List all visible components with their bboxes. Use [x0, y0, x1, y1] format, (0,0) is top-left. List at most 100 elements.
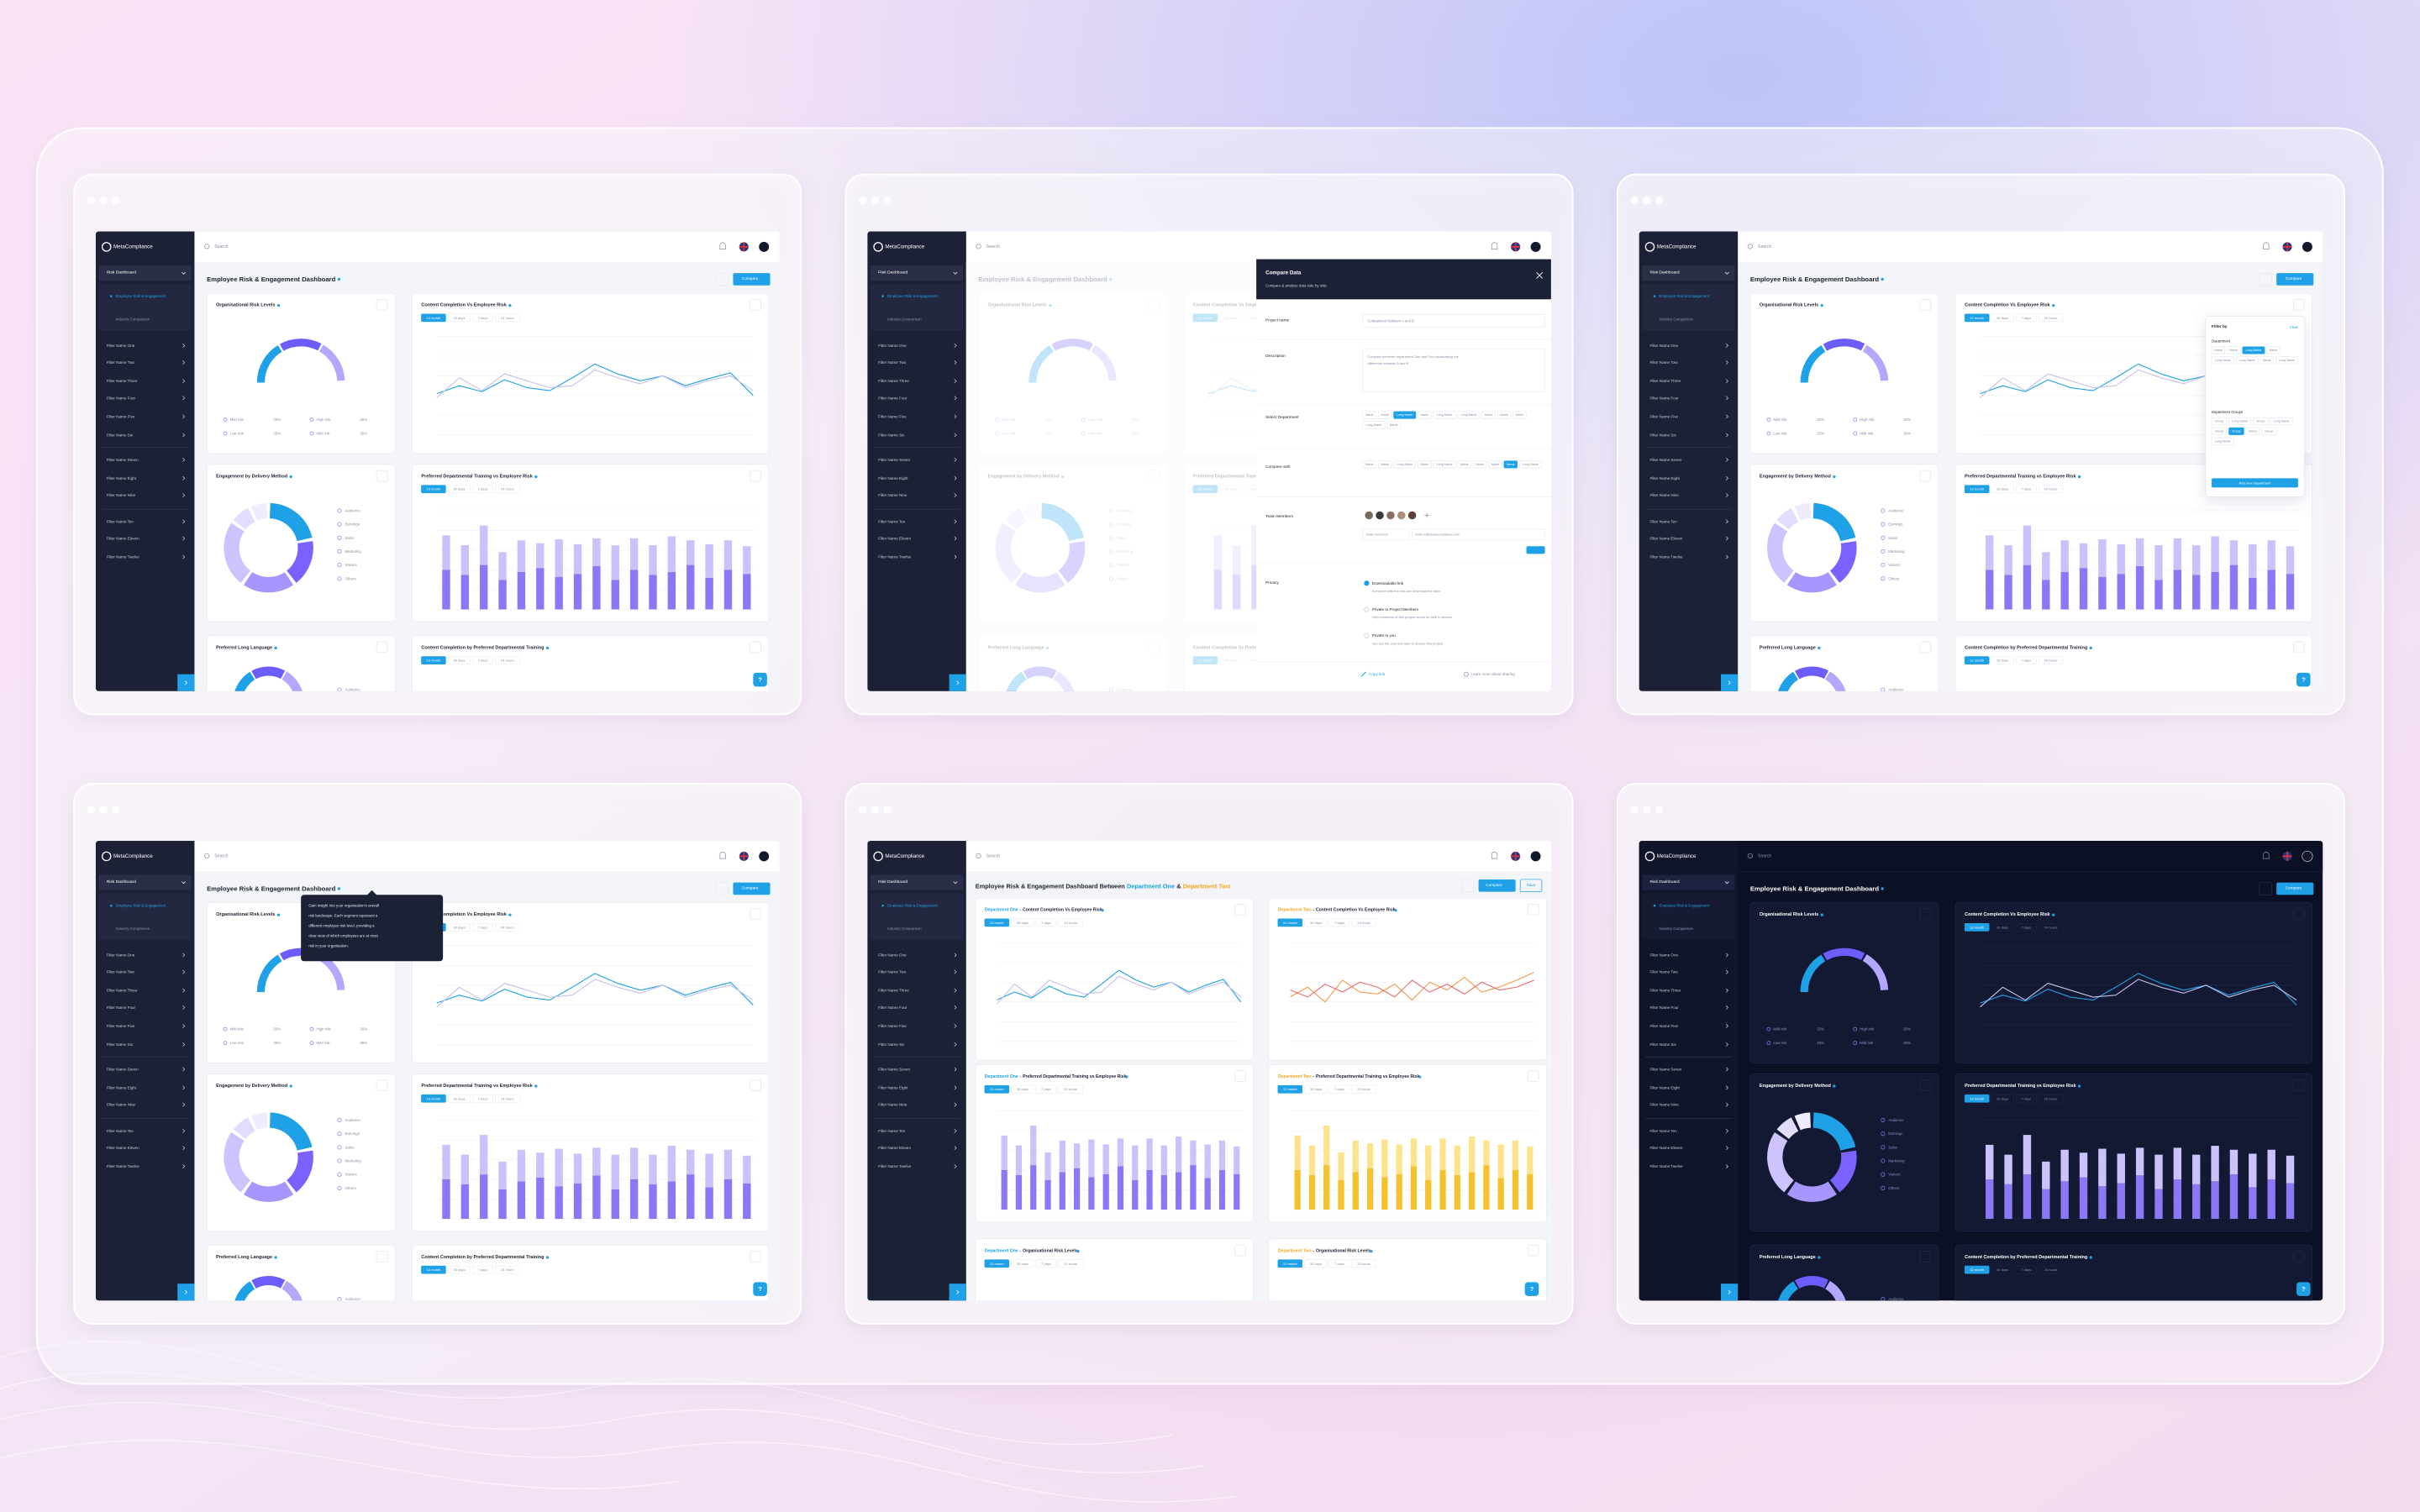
tab[interactable]	[495, 485, 520, 494]
tab[interactable]	[1991, 923, 2014, 932]
add-member-icon[interactable]	[1424, 512, 1429, 518]
radio[interactable]	[1364, 580, 1370, 586]
card-menu-button[interactable]	[1527, 1244, 1539, 1257]
chip[interactable]	[1362, 411, 1376, 419]
chip[interactable]	[1457, 411, 1481, 419]
user-avatar[interactable]	[2302, 850, 2313, 862]
tab[interactable]	[2015, 1265, 2037, 1274]
card-menu-button[interactable]	[750, 641, 761, 654]
card-menu-button[interactable]	[1919, 1251, 1932, 1263]
sidebar-section[interactable]	[98, 874, 192, 890]
sidebar-collapse-button[interactable]	[177, 674, 195, 691]
bell-icon[interactable]	[1491, 242, 1498, 249]
chip[interactable]	[1433, 460, 1456, 469]
help-button[interactable]	[753, 1282, 767, 1296]
card-menu-button[interactable]	[1919, 470, 1932, 482]
tab[interactable]	[1328, 1084, 1350, 1094]
tab[interactable]	[1328, 918, 1350, 927]
bell-icon[interactable]	[719, 242, 726, 249]
bell-icon[interactable]	[1491, 851, 1498, 859]
card-menu-button[interactable]	[2292, 1251, 2305, 1263]
tab[interactable]	[495, 313, 520, 323]
chip[interactable]	[1377, 460, 1392, 469]
compare-button[interactable]	[733, 273, 771, 286]
tab[interactable]	[2038, 1094, 2064, 1103]
settings-button[interactable]	[1460, 879, 1475, 893]
tab[interactable]	[1964, 923, 1990, 932]
tab[interactable]	[447, 485, 471, 494]
tab[interactable]	[984, 1084, 1010, 1094]
tab[interactable]	[1964, 1265, 1990, 1274]
compare-button[interactable]	[1478, 879, 1516, 892]
settings-button[interactable]	[715, 882, 729, 895]
card-menu-button[interactable]	[1919, 641, 1932, 654]
tab[interactable]	[1058, 1259, 1084, 1268]
chip[interactable]	[2275, 356, 2298, 365]
tab[interactable]	[447, 1265, 471, 1274]
sidebar-collapse-button[interactable]	[949, 1284, 966, 1301]
tab[interactable]	[1991, 313, 2014, 323]
chip[interactable]	[1362, 460, 1376, 469]
chip[interactable]	[1393, 460, 1417, 469]
chip[interactable]	[2227, 346, 2241, 354]
card-menu-button[interactable]	[750, 298, 761, 311]
card-menu-button[interactable]	[1527, 903, 1539, 916]
tab[interactable]	[421, 1094, 446, 1103]
tab[interactable]	[472, 923, 493, 932]
tab[interactable]	[984, 1259, 1010, 1268]
tab[interactable]	[1277, 918, 1303, 927]
sidebar-section[interactable]	[1642, 874, 1735, 890]
save-button[interactable]	[1519, 879, 1543, 892]
sidebar-active-item[interactable]: Employee Risk & Engagement	[887, 904, 938, 908]
textarea[interactable]	[1362, 348, 1545, 392]
tab[interactable]	[1991, 485, 2014, 494]
card-menu-button[interactable]	[376, 1251, 388, 1263]
chip[interactable]	[1433, 411, 1456, 419]
tab[interactable]	[1991, 656, 2014, 664]
tab[interactable]	[421, 656, 446, 664]
tab[interactable]	[2015, 485, 2037, 494]
tab[interactable]	[1035, 1084, 1057, 1094]
chip[interactable]	[1518, 460, 1542, 469]
sidebar-section[interactable]	[98, 265, 192, 281]
card-menu-button[interactable]	[750, 1251, 761, 1263]
chip[interactable]	[2270, 417, 2293, 425]
chip[interactable]	[2228, 427, 2244, 435]
add-department-button[interactable]	[2212, 478, 2298, 488]
sidebar-section[interactable]	[870, 874, 964, 890]
help-button[interactable]	[1524, 1282, 1539, 1296]
tab[interactable]	[472, 485, 493, 494]
sidebar-section[interactable]	[1642, 265, 1735, 281]
chip[interactable]	[1377, 411, 1392, 419]
sidebar-active-item[interactable]: Employee Risk & Engagement	[116, 294, 166, 298]
chip[interactable]	[2261, 427, 2277, 435]
card-menu-button[interactable]	[2292, 641, 2305, 654]
tab[interactable]	[1011, 1259, 1034, 1268]
chip[interactable]	[2260, 356, 2274, 365]
chip[interactable]	[1488, 460, 1502, 469]
card-menu-button[interactable]	[376, 1079, 388, 1092]
sidebar-collapse-button[interactable]	[1720, 1284, 1739, 1301]
tab[interactable]	[495, 656, 520, 664]
tab[interactable]	[2038, 313, 2064, 323]
tab[interactable]	[421, 313, 446, 323]
settings-button[interactable]	[715, 272, 729, 286]
tab[interactable]	[1035, 918, 1057, 927]
help-button[interactable]	[753, 672, 767, 687]
tab[interactable]	[1035, 1259, 1057, 1268]
tab[interactable]	[447, 313, 471, 323]
learn-more[interactable]: Learn more about sharing	[1470, 672, 1515, 676]
tab[interactable]	[1351, 1084, 1377, 1094]
sidebar-active-item[interactable]: Employee Risk & Engagement	[116, 904, 166, 908]
tab[interactable]	[2015, 923, 2037, 932]
sidebar-active-item[interactable]: Employee Risk & Engagement	[1659, 294, 1709, 298]
chip[interactable]	[1497, 411, 1512, 419]
help-button[interactable]	[2296, 1282, 2311, 1296]
sidebar-collapse-button[interactable]	[1720, 674, 1739, 691]
tab[interactable]	[2015, 313, 2037, 323]
card-menu-button[interactable]	[750, 1079, 761, 1092]
tab[interactable]	[1964, 1094, 1990, 1103]
invite-select[interactable]	[1362, 528, 1410, 541]
bell-icon[interactable]	[2263, 242, 2270, 249]
help-button[interactable]	[2296, 672, 2311, 687]
